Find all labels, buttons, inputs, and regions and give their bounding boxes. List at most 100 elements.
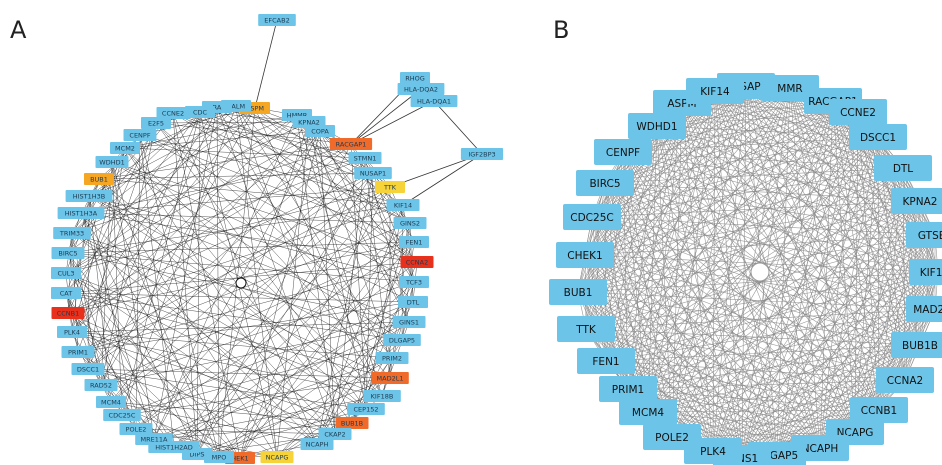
node-cenpf: CENPF (594, 139, 652, 165)
network-edge (196, 143, 352, 455)
network-edge (681, 102, 714, 452)
network-edge (350, 88, 422, 145)
network-edge (71, 331, 383, 397)
network-edge (714, 90, 906, 381)
network-edge (605, 234, 936, 362)
network-edge (604, 182, 880, 411)
network-edge (276, 121, 310, 458)
network-edge (605, 308, 936, 362)
node-label: BUB1 (564, 287, 593, 299)
node-label: NCAPH (306, 441, 329, 449)
node-label: HEK1 (231, 455, 248, 463)
network-edge (622, 151, 939, 273)
node-cep152: CEP152 (347, 403, 385, 415)
node-label: GTSE1 (918, 230, 942, 242)
network-edge (139, 134, 404, 206)
network-edge (647, 100, 834, 413)
network-edge (65, 114, 298, 274)
network-edge (854, 136, 879, 433)
network-edge (591, 216, 921, 346)
network-edge (65, 272, 383, 397)
network-edge (172, 112, 366, 159)
network-edge (584, 151, 624, 256)
network-edge (681, 102, 939, 273)
node-cat: CAT (51, 287, 81, 299)
network-edge (71, 232, 367, 410)
network-edge (172, 112, 391, 188)
network-edge (577, 111, 859, 293)
node-label: PRIM2 (382, 355, 402, 363)
network-edge (65, 292, 414, 303)
network-edge (712, 90, 716, 452)
node-mcm4: MCM4 (619, 399, 677, 425)
network-edge (139, 134, 415, 283)
network-edge (647, 102, 683, 413)
node-cul3: CUL3 (51, 267, 81, 279)
network-edge (714, 90, 921, 202)
network-edge (622, 151, 936, 310)
node-label: MMR (777, 83, 802, 95)
network-edge (604, 182, 714, 452)
node-ccna2: CCNA2 (400, 256, 434, 268)
network-edge (585, 216, 593, 330)
node-kif18b: KIF18B (909, 259, 942, 285)
network-edge (196, 111, 201, 455)
node-mre11a: MRE11A (135, 433, 173, 445)
node-label: CUL3 (57, 270, 74, 278)
node-bub1: BUB1 (84, 173, 114, 185)
node-label: NCAPH (802, 443, 839, 455)
node-label: CENPF (606, 147, 640, 159)
network-edge (98, 143, 352, 180)
network-edge (622, 151, 904, 169)
network-edge (584, 254, 743, 459)
network-edge (585, 90, 716, 330)
node-mad2l1: MAD2L1 (906, 296, 942, 322)
network-edge (714, 90, 743, 459)
network-edge (389, 186, 415, 243)
network-edge (296, 114, 336, 435)
node-dlgap5: DLGAP5 (383, 334, 421, 346)
node-ccnb1: CCNB1 (51, 307, 85, 319)
network-edge (627, 308, 936, 390)
node-ckap2: CKAP2 (318, 428, 352, 440)
node-label: FEN1 (406, 239, 423, 247)
network-edge (647, 167, 904, 413)
network-edge (584, 254, 821, 449)
network-edge (316, 172, 374, 445)
network-edge (714, 90, 936, 310)
network-edge (98, 178, 404, 206)
network-edge (88, 195, 383, 397)
network-edge (218, 281, 415, 458)
network-edge (681, 102, 778, 456)
network-edge (276, 301, 414, 458)
network-edge (100, 321, 410, 386)
panel-b-center-node (750, 262, 770, 282)
node-mcm4: MCM4 (96, 396, 126, 408)
network-edge (433, 100, 483, 155)
node-label: EFCAB2 (264, 17, 289, 25)
network-edge (776, 136, 879, 456)
network-edge (401, 281, 415, 341)
node-label: CDC (193, 109, 208, 117)
network-edge (585, 100, 834, 330)
panel-b-label: B (553, 16, 569, 44)
node-label: DTL (407, 299, 420, 307)
node-label: CDC25C (109, 412, 136, 420)
node-label: MAD2L1 (377, 375, 404, 383)
network-edge (218, 241, 415, 458)
node-dtl: DTL (398, 296, 428, 308)
node-wdhd1: WDHD1 (628, 113, 686, 139)
network-edge (714, 90, 921, 346)
node-hla-dqa2: HLA-DQA2 (397, 83, 445, 95)
network-edge (605, 102, 683, 362)
node-label: DSCC1 (860, 132, 896, 144)
node-ncapg: NCAPG (260, 451, 294, 463)
network-edge (604, 136, 879, 184)
network-edge (67, 252, 415, 283)
network-edge (904, 271, 939, 381)
network-edge (714, 90, 880, 411)
node-label: CEP152 (354, 406, 379, 414)
network-edge (647, 234, 936, 413)
node-label: BIRC5 (58, 250, 77, 258)
network-edge (67, 312, 336, 435)
